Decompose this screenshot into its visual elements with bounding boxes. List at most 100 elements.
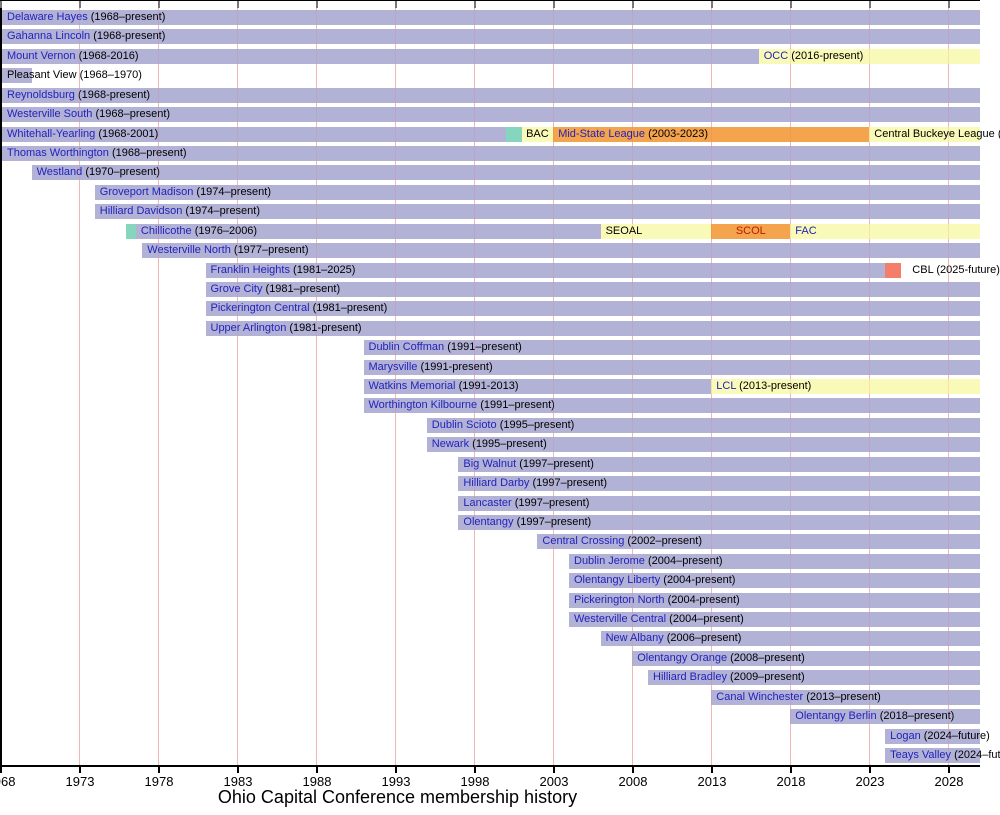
- top-tick: [790, 1, 792, 8]
- school-name-link[interactable]: Delaware Hayes: [7, 11, 88, 23]
- school-name-link[interactable]: Pickerington North: [574, 593, 665, 606]
- membership-bar-segment: Upper Arlington (1981-present): [205, 320, 980, 336]
- axis-tick: [790, 767, 792, 773]
- membership-years: (1968-2001): [98, 127, 159, 140]
- axis-tick-label: 1998: [460, 774, 490, 789]
- school-name-link[interactable]: Big Walnut: [463, 457, 517, 470]
- membership-bar-segment: Canal Winchester (2013–present): [711, 689, 980, 705]
- school-name-link[interactable]: Westland: [36, 166, 83, 179]
- school-name-link[interactable]: Westerville Central: [574, 613, 667, 625]
- league-bar-segment: Central Buckeye League (20: [869, 126, 1000, 142]
- school-name-link[interactable]: Central Crossing: [542, 535, 625, 548]
- timeline-row: Dublin Scioto (1995–present): [0, 417, 1000, 433]
- school-name-link[interactable]: Upper Arlington: [210, 321, 287, 334]
- membership-years: (1968-present): [77, 88, 151, 101]
- axis-tick: [553, 767, 555, 773]
- school-name-link[interactable]: Westerville South: [7, 108, 93, 121]
- membership-years: (1997–present): [532, 477, 608, 490]
- school-name-link[interactable]: Logan: [890, 729, 921, 742]
- school-name-link[interactable]: Westerville North: [147, 244, 231, 256]
- league-bar-segment: OCC (2016-present): [758, 48, 980, 64]
- timeline-row: Newark (1995–present): [0, 437, 1000, 453]
- school-name-link[interactable]: Dublin Scioto: [431, 418, 497, 431]
- school-name-link[interactable]: Olentangy Orange: [637, 651, 728, 664]
- school-name: Pleasant View: [7, 69, 77, 82]
- timeline-row: Logan (2024–future): [0, 728, 1000, 744]
- membership-bar-segment: New Albany (2006–present): [600, 631, 980, 647]
- timeline-row: Delaware Hayes (1968–present): [0, 10, 1000, 25]
- year-gridline: [79, 0, 80, 765]
- league-label-link[interactable]: SCOL: [735, 224, 766, 237]
- league-label-link[interactable]: Mid-State League: [558, 127, 646, 140]
- school-name-link[interactable]: Canal Winchester: [716, 690, 804, 703]
- school-name-link[interactable]: Watkins Memorial: [368, 380, 456, 392]
- top-tick: [632, 1, 634, 8]
- timeline-row: Mount Vernon (1968-2016) OCC (2016-presen…: [0, 48, 1000, 64]
- timeline-row: Franklin Heights (1981–2025) CBL (2025-fu…: [0, 262, 1000, 278]
- school-name-link[interactable]: Olentangy Liberty: [574, 574, 661, 587]
- school-name-link[interactable]: Olentangy Berlin: [795, 710, 877, 723]
- school-name-link[interactable]: Whitehall-Yearling: [7, 127, 96, 140]
- league-label-link[interactable]: FAC: [795, 224, 817, 237]
- school-name-link[interactable]: Hilliard Darby: [463, 477, 530, 490]
- school-name-link[interactable]: Grove City: [210, 282, 263, 295]
- school-name-link[interactable]: Lancaster: [463, 496, 512, 509]
- membership-years: (2004–present): [669, 613, 744, 625]
- league-label-link[interactable]: OCC: [763, 49, 789, 62]
- membership-bar-segment: Olentangy Berlin (2018–present): [790, 709, 980, 725]
- school-name-link[interactable]: Marysville: [368, 360, 418, 373]
- year-gridline: [237, 0, 238, 765]
- timeline-row: Westerville North (1977–present): [0, 243, 1000, 258]
- membership-years: (1997–present): [514, 496, 590, 509]
- timeline-row: Pickerington North (2004-present): [0, 592, 1000, 608]
- year-gridline: [316, 0, 317, 765]
- membership-years: (1974–present): [196, 185, 272, 198]
- school-name-link[interactable]: Dublin Jerome: [574, 554, 645, 567]
- league-label-link[interactable]: LCL: [716, 380, 737, 392]
- timeline-row: Westland (1970–present): [0, 165, 1000, 181]
- top-tick: [948, 1, 950, 8]
- axis-tick-label: 1993: [381, 774, 411, 789]
- axis-tick: [632, 767, 634, 773]
- school-name-link[interactable]: Worthington Kilbourne: [368, 399, 478, 412]
- timeline-row: Chillicothe (1976–2006) SEOAL SCOL FAC: [0, 223, 1000, 239]
- school-name-link[interactable]: Hilliard Davidson: [99, 205, 183, 218]
- membership-bar-segment: Whitehall-Yearling (1968-2001): [2, 126, 506, 142]
- school-name-link[interactable]: Reynoldsburg: [7, 88, 75, 101]
- school-name-link[interactable]: Hilliard Bradley: [653, 671, 727, 684]
- axis-tick-label: 2018: [776, 774, 806, 789]
- chart-title: Ohio Capital Conference membership histo…: [217, 787, 578, 807]
- membership-years: (2004-present): [667, 593, 740, 606]
- school-name-link[interactable]: Olentangy: [463, 515, 514, 528]
- school-name-link[interactable]: Dublin Coffman: [368, 341, 445, 354]
- top-tick: [158, 1, 160, 8]
- timeline-row: Dublin Jerome (2004–present): [0, 553, 1000, 569]
- league-bar-segment: BAC: [521, 126, 554, 142]
- axis-tick: [316, 767, 318, 773]
- axis-tick: [158, 767, 160, 773]
- axis-tick-label: 1973: [65, 774, 95, 789]
- axis-tick-label: 1988: [302, 774, 332, 789]
- league-label: CBL: [912, 263, 934, 276]
- membership-bar-segment: Franklin Heights (1981–2025): [205, 262, 886, 278]
- membership-bar-segment: Lancaster (1997–present): [458, 495, 980, 511]
- school-name-link[interactable]: Thomas Worthington: [7, 146, 109, 159]
- school-name-link[interactable]: Groveport Madison: [99, 185, 194, 198]
- school-name-link[interactable]: Mount Vernon: [7, 49, 76, 62]
- membership-bar-segment: Marysville (1991-present): [363, 359, 980, 375]
- school-name-link[interactable]: Pickerington Central: [210, 302, 310, 315]
- school-name-link[interactable]: Chillicothe: [140, 224, 192, 237]
- timeline-row: Whitehall-Yearling (1968-2001) BAC Mid-Sta…: [0, 126, 1000, 142]
- membership-bar-segment: Pickerington North (2004-present): [569, 592, 980, 608]
- membership-years: (1991-present): [420, 360, 493, 373]
- school-name-link[interactable]: Newark: [431, 438, 470, 451]
- school-name-link[interactable]: Franklin Heights: [210, 263, 290, 276]
- year-gridline: [158, 0, 159, 765]
- school-name-link[interactable]: Gahanna Lincoln: [7, 30, 91, 43]
- membership-bar-segment: Olentangy (1997–present): [458, 514, 980, 530]
- school-name-link[interactable]: New Albany: [605, 632, 664, 645]
- school-name-link[interactable]: Teays Valley: [890, 749, 952, 761]
- timeline-row: New Albany (2006–present): [0, 631, 1000, 647]
- league-years: (2016-present): [788, 49, 864, 62]
- top-tick: [0, 1, 2, 8]
